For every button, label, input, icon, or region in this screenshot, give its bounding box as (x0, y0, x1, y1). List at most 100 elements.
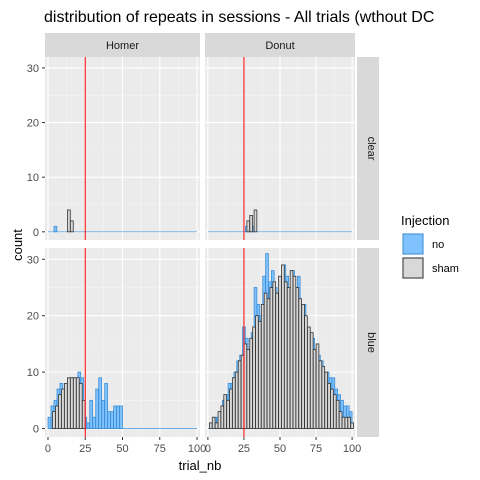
bar-sham (324, 371, 328, 429)
facet-strip-homer (45, 33, 200, 57)
legend-label-no: no (432, 239, 444, 251)
legend-label-sham: sham (432, 263, 459, 275)
bar-no (116, 405, 120, 429)
bar-sham (301, 304, 305, 429)
bar-sham (330, 388, 334, 429)
bar-no (107, 411, 111, 429)
y-axis-title: count (10, 229, 25, 261)
bar-no (113, 405, 117, 429)
bar-sham (292, 275, 297, 429)
bar-sham (347, 416, 352, 429)
y-tick-label: 10 (27, 172, 39, 184)
bar-sham (281, 264, 285, 429)
bar-sham (298, 298, 302, 429)
facet-label-clear: clear (365, 137, 377, 161)
bar-sham (249, 337, 253, 429)
bar-sham (78, 383, 83, 429)
x-tick-label: 0 (205, 443, 211, 455)
bar-sham (327, 383, 331, 429)
bar-sham (255, 315, 259, 429)
bar-sham (208, 422, 213, 429)
y-tick-label: 0 (33, 424, 39, 436)
x-tick-label: 100 (343, 443, 361, 455)
bar-sham (289, 270, 294, 429)
x-tick-label: 75 (310, 443, 322, 455)
facet-strip-blue (357, 248, 379, 437)
legend-title: Injection (401, 213, 449, 228)
bar-sham (226, 399, 230, 429)
bar-no (89, 399, 94, 429)
bar-no (95, 388, 99, 429)
bar-sham (344, 416, 349, 429)
bar-sham (260, 304, 265, 429)
bar-no (110, 411, 114, 429)
bar-sham (295, 287, 300, 429)
chart-title: distribution of repeats in sessions - Al… (44, 9, 434, 26)
bar-sham (321, 366, 326, 429)
facet-strip-clear (357, 57, 379, 240)
x-axis-title: trial_nb (179, 458, 222, 473)
y-tick-label: 10 (27, 367, 39, 379)
bar-no (92, 416, 96, 429)
bar-sham (338, 411, 343, 429)
bar-sham (258, 320, 262, 429)
bar-sham (217, 411, 222, 429)
y-tick-label: 30 (27, 63, 39, 75)
bar-sham (55, 405, 59, 429)
y-tick-label: 20 (27, 118, 39, 130)
bar-sham (307, 326, 311, 429)
legend-swatch-sham (402, 257, 424, 279)
bar-sham (315, 343, 320, 429)
bar-no (104, 383, 108, 429)
bar-sham (72, 377, 77, 429)
x-tick-label: 50 (116, 443, 128, 455)
bar-sham (318, 360, 323, 429)
x-tick-label: 50 (274, 443, 286, 455)
legend: Injection no sham (401, 213, 459, 279)
bar-sham (237, 360, 242, 429)
bar-sham (64, 383, 68, 429)
bar-no (98, 377, 102, 429)
bar-sham (223, 394, 227, 429)
facet-label-donut: Donut (265, 40, 294, 52)
bar-sham (229, 388, 233, 429)
bar-sham (253, 209, 258, 233)
bar-sham (283, 281, 288, 429)
bar-sham (67, 209, 71, 233)
y-tick-label: 0 (33, 227, 39, 239)
x-tick-label: 100 (188, 443, 206, 455)
x-tick-label: 25 (79, 443, 91, 455)
bar-sham (220, 405, 225, 429)
bar-sham (70, 220, 74, 233)
bar-sham (286, 287, 291, 429)
bar-sham (58, 394, 62, 429)
bar-sham (275, 292, 279, 429)
bar-sham (269, 287, 274, 429)
bar-sham (52, 411, 56, 429)
bar-sham (75, 377, 80, 429)
bar-sham (333, 394, 337, 429)
bar-sham (272, 281, 277, 429)
bar-no (119, 405, 123, 429)
bar-no (47, 416, 52, 429)
facet-strip-donut (205, 33, 355, 57)
bar-sham (246, 349, 251, 429)
bar-sham (278, 275, 282, 429)
bar-no (86, 422, 91, 429)
x-tick-label: 75 (154, 443, 166, 455)
bar-sham (67, 377, 71, 429)
x-tick-label: 0 (45, 443, 51, 455)
bar-sham (232, 377, 236, 429)
bar-sham (350, 422, 354, 429)
bar-sham (61, 388, 65, 429)
bar-sham (214, 422, 219, 429)
y-tick-label: 30 (27, 254, 39, 266)
legend-swatch-no (402, 233, 424, 255)
bar-sham (312, 349, 317, 429)
bar-sham (309, 332, 314, 429)
x-tick-label: 25 (238, 443, 250, 455)
bar-no (101, 399, 105, 429)
facet-label-blue: blue (365, 332, 377, 353)
bar-sham (234, 371, 239, 429)
